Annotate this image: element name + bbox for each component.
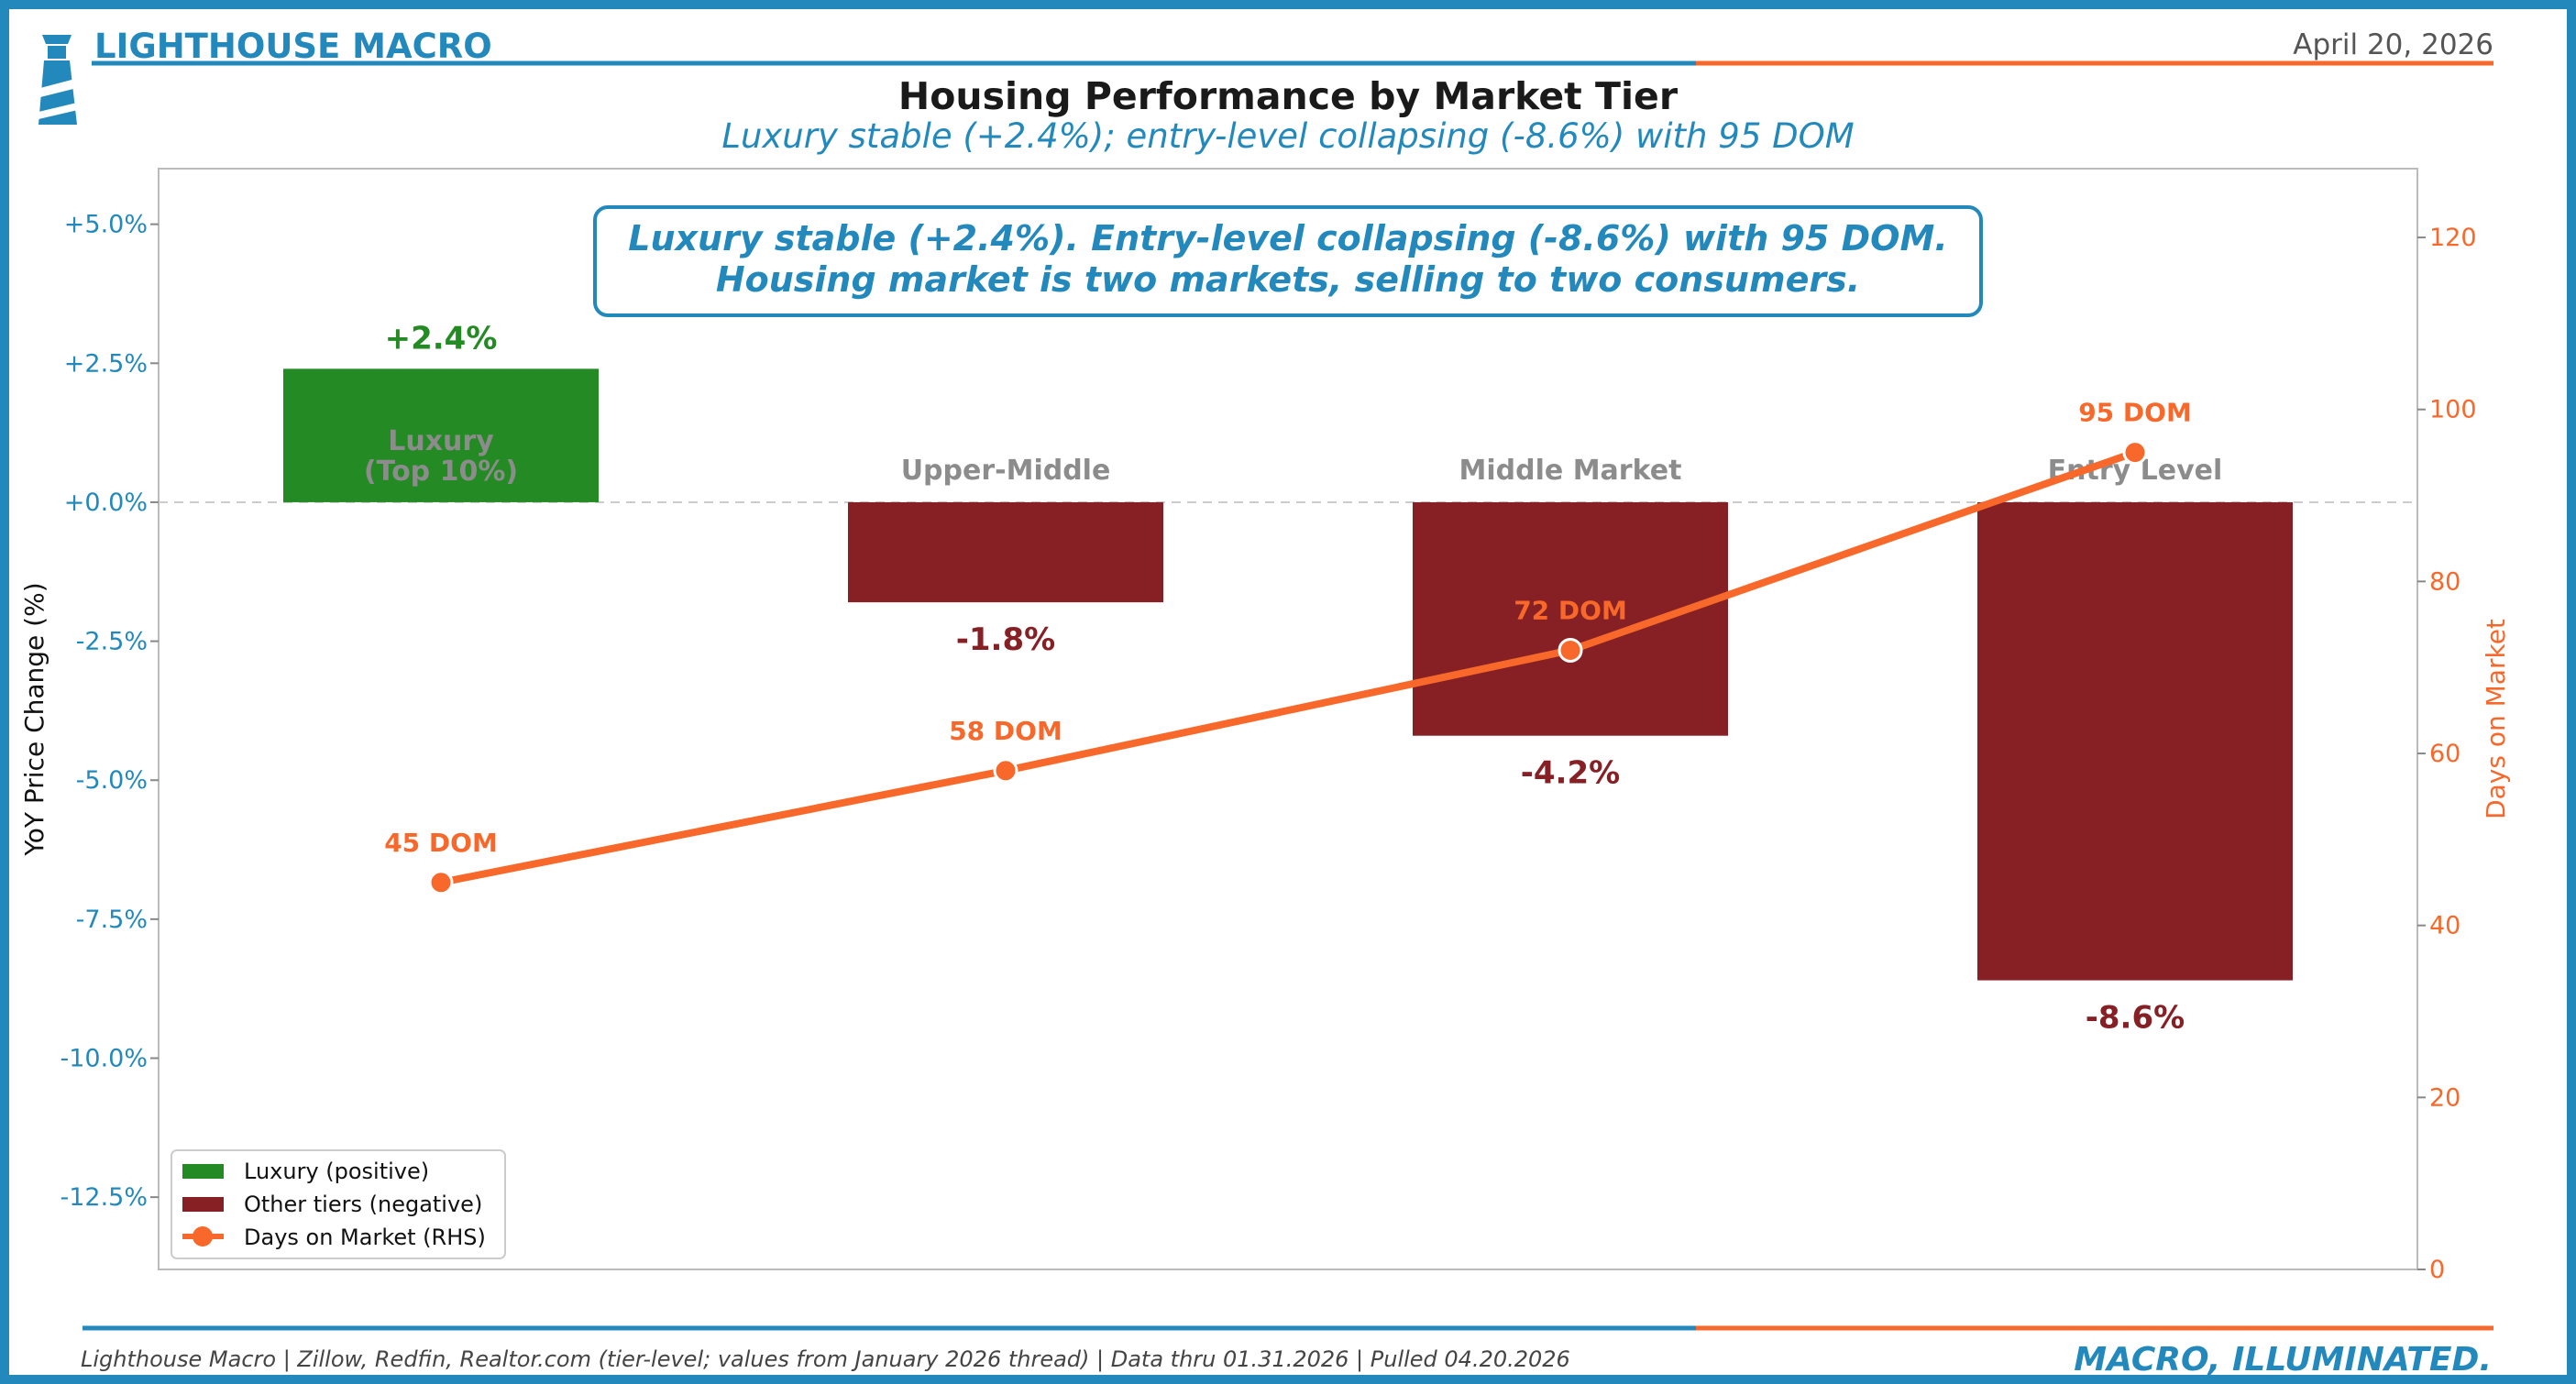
y2-tick-label: 80 [2429, 567, 2460, 596]
tier-label: Luxury (Top 10%) [364, 425, 518, 488]
y-tick-label: +0.0% [64, 489, 148, 517]
dom-point [2122, 440, 2148, 466]
bar-value-label: -4.2% [1521, 755, 1620, 792]
dom-value-label: 45 DOM [384, 828, 498, 858]
bar [1413, 501, 1728, 736]
y-tick-label: -5.0% [76, 766, 148, 795]
chart-subtitle: Luxury stable (+2.4%); entry-level colla… [721, 116, 1854, 156]
bar [848, 501, 1163, 603]
legend-swatch-dom-marker [193, 1226, 213, 1247]
y-tick-label: -10.0% [60, 1045, 148, 1073]
y2-tick-label: 0 [2429, 1256, 2445, 1284]
lighthouse-logo-icon [39, 35, 78, 125]
legend-label-other: Other tiers (negative) [244, 1192, 482, 1217]
brand-name: LIGHTHOUSE MACRO [94, 27, 492, 66]
y2-tick-label: 60 [2429, 740, 2460, 768]
y-tick-label: -2.5% [76, 628, 148, 656]
dom-point [428, 870, 454, 895]
y-tick-label: +2.5% [64, 349, 148, 378]
chart-title: Housing Performance by Market Tier [898, 74, 1679, 118]
dom-value-label: 58 DOM [949, 716, 1062, 746]
footer: Lighthouse Macro | Zillow, Redfin, Realt… [81, 1325, 2493, 1379]
header: LIGHTHOUSE MACRO April 20, 2026 Housing … [39, 27, 2493, 156]
legend-swatch-other [182, 1197, 224, 1212]
tier-label: Middle Market [1459, 455, 1682, 487]
chart-layer: +5.0% +2.5% +0.0% -2.5% -5.0% -7.5% -10.0% -12.… [19, 211, 2511, 1284]
annotation-line-2: Housing market is two markets, selling t… [716, 259, 1860, 300]
dom-value-label: 72 DOM [1514, 595, 1627, 625]
y-tick-label: -7.5% [76, 906, 148, 934]
tier-label: Upper-Middle [901, 455, 1111, 487]
y-axis-label: YoY Price Change (%) [19, 582, 50, 856]
y2-tick-label: 20 [2429, 1083, 2460, 1112]
legend-label-dom: Days on Market (RHS) [244, 1225, 486, 1250]
dom-value-label: 95 DOM [2078, 398, 2192, 428]
bar [1977, 501, 2293, 981]
dom-point [993, 758, 1018, 784]
report-date: April 20, 2026 [2293, 28, 2493, 61]
plot-area [158, 168, 2418, 1270]
legend-label-luxury: Luxury (positive) [244, 1159, 429, 1184]
y-tick-label: +5.0% [64, 211, 148, 239]
legend-swatch-luxury [182, 1164, 224, 1179]
footer-source: Lighthouse Macro | Zillow, Redfin, Realt… [81, 1346, 1570, 1372]
dom-series-line [440, 448, 2137, 886]
y2-tick-label: 40 [2429, 912, 2460, 940]
bar-value-label: +2.4% [385, 320, 498, 357]
annotation-box: Luxury stable (+2.4%). Entry-level colla… [593, 205, 1983, 317]
annotation-line-1: Luxury stable (+2.4%). Entry-level colla… [628, 218, 1947, 258]
y2-axis-label: Days on Market [2481, 619, 2511, 819]
legend: Luxury (positive) Other tiers (negative)… [171, 1149, 506, 1259]
bar-value-label: -1.8% [956, 621, 1055, 658]
bar [283, 368, 599, 502]
brand-tagline: MACRO, ILLUMINATED. [2074, 1341, 2492, 1379]
y-tick-label: -12.5% [60, 1183, 148, 1212]
legend-box [171, 1149, 506, 1259]
bar-value-label: -8.6% [2086, 1000, 2185, 1037]
dom-point [1558, 637, 1583, 663]
y2-tick-label: 120 [2429, 224, 2477, 252]
y2-tick-label: 100 [2429, 396, 2477, 424]
